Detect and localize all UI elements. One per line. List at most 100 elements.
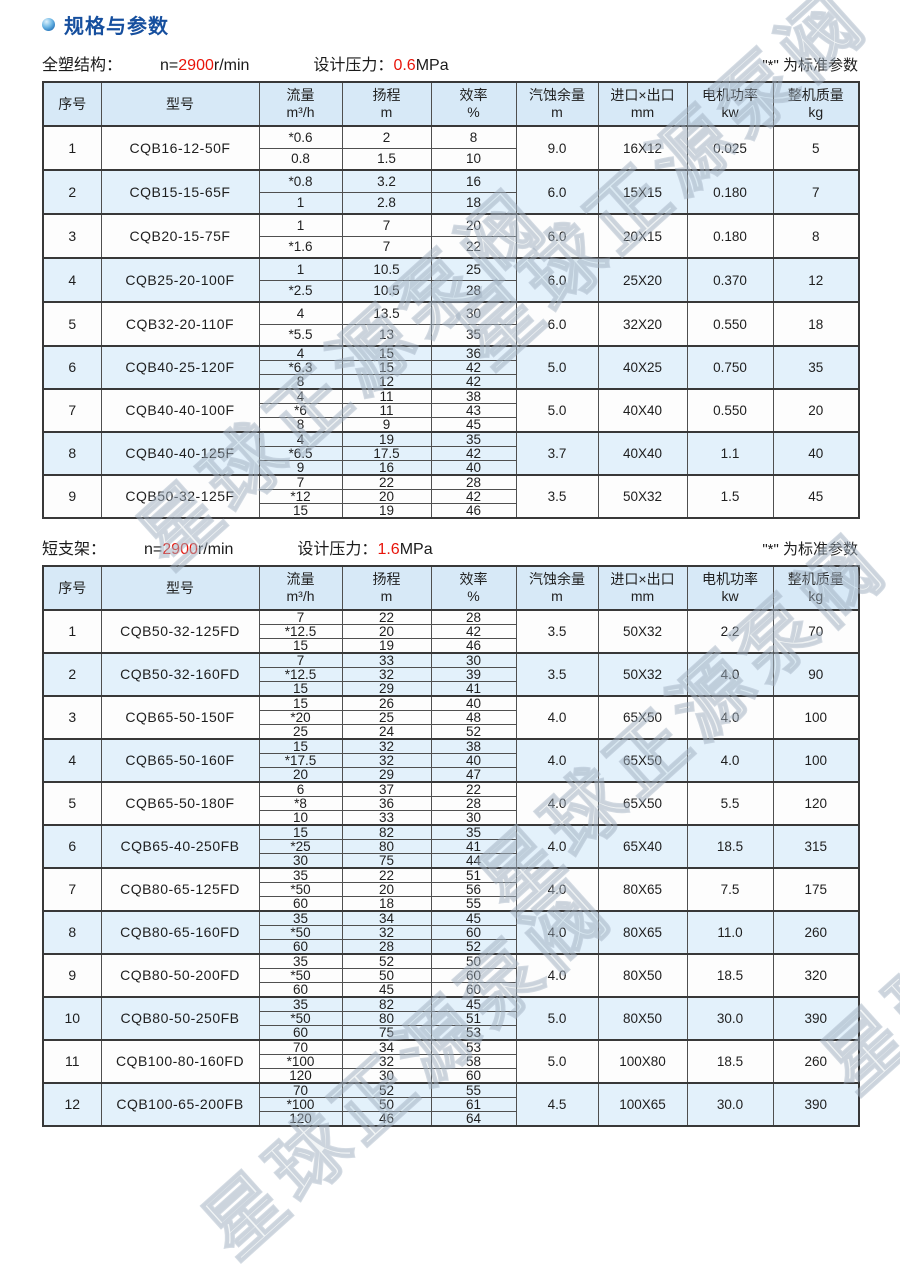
flow-cell: 15: [258, 503, 343, 519]
table-row: *50 80 51: [43, 1011, 859, 1026]
weight-cell: 390: [772, 1082, 860, 1127]
npsh-cell: 9.0: [515, 125, 599, 171]
standard-param-note: "*" 为标准参数: [762, 57, 858, 74]
weight-cell: 18: [772, 301, 860, 347]
weight-cell: 260: [772, 1039, 860, 1084]
flow-cell: 15: [258, 695, 343, 711]
table-row: 9 CQB80-50-200FD 35 52 50 4.0 80X50 18.5 320: [42, 953, 860, 998]
head-cell: 9: [341, 417, 432, 433]
table-row: *2.5 10.5 28: [43, 279, 859, 303]
flow-cell: 10: [258, 810, 343, 826]
speed-label: n=: [160, 57, 179, 74]
model-cell: CQB100-65-200FB: [100, 1082, 260, 1127]
efficiency-cell: 30: [430, 652, 517, 668]
efficiency-cell: 48: [430, 710, 517, 725]
head-cell: 24: [341, 724, 432, 740]
head-cell: 32: [341, 925, 432, 940]
speed-unit: r/min: [213, 57, 250, 74]
efficiency-cell: 22: [430, 235, 517, 259]
column-header-power: 电机功率 kw: [686, 81, 774, 127]
head-cell: 7: [341, 213, 432, 237]
pressure-unit: MPa: [415, 57, 449, 74]
head-cell: 26: [341, 695, 432, 711]
model-cell: CQB16-12-50F: [100, 125, 260, 171]
model-cell: CQB80-65-160FD: [100, 910, 260, 955]
ports-cell: 40X40: [597, 388, 688, 433]
table-row: 8 CQB40-40-125F 4 19 35 3.7 40X40 1.1 40: [42, 431, 860, 476]
column-header-npsh: 汽蚀余量 m: [515, 565, 599, 611]
header-row: 序号 型号 流量 m³/h 扬程 m 效率% 汽蚀余量 m 进口×出口 mm 电机功率 kw 整机质量 kg: [42, 81, 860, 127]
head-cell: 10.5: [341, 257, 432, 281]
flow-cell: *6.5: [258, 446, 343, 461]
head-cell: 13.5: [341, 301, 432, 325]
power-cell: 4.0: [686, 652, 774, 697]
head-cell: 28: [341, 939, 432, 955]
head-cell: 1.5: [341, 147, 432, 171]
table-row: *50 32 60: [43, 925, 859, 940]
flow-cell: 35: [258, 953, 343, 969]
power-cell: 18.5: [686, 1039, 774, 1084]
model-cell: CQB50-32-125FD: [100, 609, 260, 654]
table-row: *12 20 42: [43, 489, 859, 504]
head-cell: 52: [341, 953, 432, 969]
model-cell: CQB32-20-110F: [100, 301, 260, 347]
efficiency-cell: 28: [430, 279, 517, 303]
table-row: 4 CQB25-20-100F 1 10.5 25 6.0 25X20 0.370 12: [42, 257, 860, 303]
efficiency-cell: 8: [430, 125, 517, 149]
weight-cell: 70: [772, 609, 860, 654]
efficiency-cell: 36: [430, 345, 517, 361]
efficiency-cell: 40: [430, 460, 517, 476]
efficiency-cell: 61: [430, 1097, 517, 1112]
weight-cell: 90: [772, 652, 860, 697]
efficiency-cell: 51: [430, 867, 517, 883]
row-index: 1: [42, 609, 102, 654]
ports-cell: 100X80: [597, 1039, 688, 1084]
head-cell: 32: [341, 1054, 432, 1069]
efficiency-cell: 35: [430, 824, 517, 840]
power-cell: 0.180: [686, 169, 774, 215]
npsh-cell: 4.0: [515, 910, 599, 955]
head-cell: 34: [341, 910, 432, 926]
efficiency-cell: 46: [430, 638, 517, 654]
flow-cell: *20: [258, 710, 343, 725]
efficiency-cell: 42: [430, 374, 517, 390]
flow-cell: *0.8: [258, 169, 343, 193]
head-cell: 15: [341, 345, 432, 361]
ports-cell: 32X20: [597, 301, 688, 347]
power-cell: 0.550: [686, 388, 774, 433]
table-row: 60 45 60: [43, 982, 859, 998]
head-cell: 19: [341, 503, 432, 519]
table-row: 8 9 45: [43, 417, 859, 433]
npsh-cell: 3.5: [515, 609, 599, 654]
page-title: 规格与参数: [64, 16, 169, 38]
speed-value: 2900: [178, 57, 214, 74]
npsh-cell: 3.7: [515, 431, 599, 476]
weight-cell: 7: [772, 169, 860, 215]
table-row: *50 50 60: [43, 968, 859, 983]
ports-cell: 40X40: [597, 431, 688, 476]
table-row: *5.5 13 35: [43, 323, 859, 347]
column-header-no: 序号: [42, 81, 102, 127]
table-row: 0.8 1.5 10: [43, 147, 859, 171]
table-row: 20 29 47: [43, 767, 859, 783]
efficiency-cell: 56: [430, 882, 517, 897]
flow-cell: 60: [258, 939, 343, 955]
table-row: *6.3 15 42: [43, 360, 859, 375]
head-cell: 16: [341, 460, 432, 476]
ports-cell: 20X15: [597, 213, 688, 259]
flow-cell: *8: [258, 796, 343, 811]
table-row: 60 28 52: [43, 939, 859, 955]
efficiency-cell: 60: [430, 982, 517, 998]
head-cell: 37: [341, 781, 432, 797]
pressure-label: 设计压力：: [297, 541, 378, 558]
row-index: 9: [42, 953, 102, 998]
weight-cell: 8: [772, 213, 860, 259]
flow-cell: *50: [258, 1011, 343, 1026]
model-cell: CQB15-15-65F: [100, 169, 260, 215]
table-row: 2 CQB15-15-65F *0.8 3.2 16 6.0 15X15 0.180 7: [42, 169, 860, 215]
power-cell: 2.2: [686, 609, 774, 654]
efficiency-cell: 50: [430, 953, 517, 969]
ports-cell: 100X65: [597, 1082, 688, 1127]
table-row: 3 CQB65-50-150F 15 26 40 4.0 65X50 4.0 100: [42, 695, 860, 740]
efficiency-cell: 40: [430, 695, 517, 711]
